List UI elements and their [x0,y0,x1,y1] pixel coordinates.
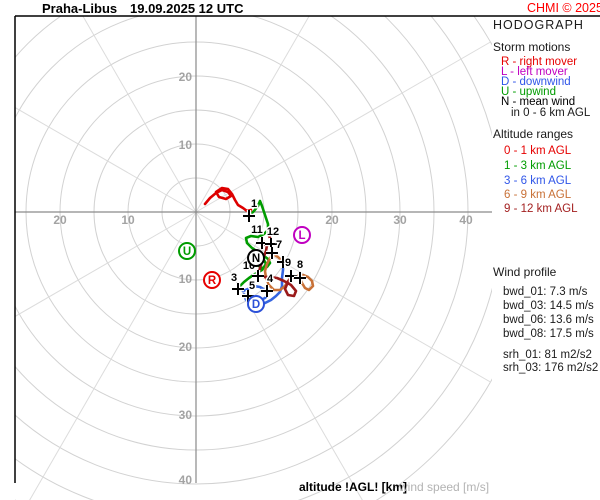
altitude-mark-8: 8 [294,258,306,284]
altitude-label-9: 9 [285,257,291,269]
wind-profile-heading: Wind profile [493,265,557,279]
legend-mean-wind-note: in 0 - 6 km AGL [511,107,591,119]
altitude-mark-7: 7 [266,238,284,259]
wind-profile-bwd08: bwd_08: 17.5 m/s [503,328,594,340]
station-name: Praha-Libus [42,1,118,16]
altitude-label-11: 11 [251,224,263,236]
speed-ring-50 [15,16,492,500]
wind-profile-srh01: srh_01: 81 m2/s2 [503,349,592,361]
legend-item-downwind: D - downwind [501,76,571,88]
altitude-label-8: 8 [297,259,303,271]
storm-motions-heading: Storm motions [493,40,571,54]
wind-profile-srh03: srh_03: 176 m2/s2 [503,362,599,374]
x-tick-label-2: 20 [325,213,339,227]
altitude-mark-unlabeled [277,256,289,268]
storm-marker-circle-L [293,226,311,244]
wind-profile-bwd06: bwd_06: 13.6 m/s [503,314,594,326]
x-tick-label-3: 30 [393,213,407,227]
legend-range-6-9km: 6 - 9 km AGL [504,189,572,201]
legend-item-right-mover: R - right mover [501,56,578,68]
legend-title: HODOGRAPH [493,18,584,32]
altitude-ranges-heading: Altitude ranges [493,127,574,141]
storm-marker-N: N [247,249,265,267]
legend-item-left-mover: L - left mover [501,66,568,78]
storm-marker-letter-L: L [298,230,305,242]
radial-line-210 [15,211,197,318]
legend-range-3-6km: 3 - 6 km AGL [504,175,572,187]
observation-datetime: 19.09.2025 12 UTC [130,1,244,16]
storm-marker-circle-N [247,249,265,267]
altitude-label-5: 5 [249,280,255,292]
storm-marker-L: L [293,226,311,244]
y-tick-label-4: 30 [179,408,193,422]
radial-line-150 [15,106,197,213]
trace-0-1km [203,186,253,217]
altitude-mark-1: 1 [243,197,259,222]
storm-marker-letter-U: U [183,246,191,258]
y-tick-label-3: 20 [179,340,193,354]
polar-grid [15,16,492,500]
x-tick-label-4: 40 [459,213,473,227]
legend-range-1-3km: 1 - 3 km AGL [504,160,572,172]
legend-range-0-1km: 0 - 1 km AGL [504,145,572,157]
altitude-label-12: 12 [267,226,279,238]
wind-profile-bwd03: bwd_03: 14.5 m/s [503,300,594,312]
altitude-mark-9: 9 [283,256,297,282]
radial-line-120 [82,16,197,213]
radial-line-240 [29,211,197,500]
altitude-label-1: 1 [251,198,257,210]
legend-item-upwind: U - upwind [501,86,556,98]
x-tick-label-0: 20 [53,213,67,227]
y-tick-label-0: 20 [179,70,193,84]
storm-marker-letter-D: D [252,299,260,311]
altitude-label-4: 4 [267,273,274,285]
altitude-label-7: 7 [276,239,282,251]
footer-wind-speed-label: wind speed [m/s] [399,480,490,494]
altitude-mark-4: 4 [261,272,275,297]
altitude-label-3: 3 [231,272,237,284]
x-tick-label-1: 10 [121,213,135,227]
y-tick-label-2: 10 [179,272,193,286]
copyright-notice: CHMI © 2025 [527,1,600,15]
legend-item-mean-wind: N - mean wind [501,96,576,108]
storm-marker-letter-N: N [252,253,260,265]
storm-marker-R: R [203,271,221,289]
radial-line-60 [195,16,310,213]
altitude-mark-3: 3 [229,271,244,295]
storm-marker-U: U [178,242,196,260]
storm-marker-circle-U [178,242,196,260]
y-tick-label-1: 10 [179,138,193,152]
speed-ring-45 [15,16,492,500]
radial-line-30 [195,41,491,213]
radial-line-330 [195,211,491,383]
legend-range-9-12km: 9 - 12 km AGL [504,203,578,215]
radial-line-300 [195,211,363,500]
wind-profile-bwd01: bwd_01: 7.3 m/s [503,286,588,298]
storm-marker-D: D [247,295,265,313]
altitude-mark-12: 12 [265,225,281,250]
y-tick-label-5: 40 [179,473,193,487]
storm-marker-circle-D [247,295,265,313]
footer-altitude-label: altitude !AGL! [km] [299,480,407,494]
altitude-mark-10: 10 [241,259,264,282]
storm-marker-letter-R: R [208,275,217,287]
storm-marker-circle-R [203,271,221,289]
